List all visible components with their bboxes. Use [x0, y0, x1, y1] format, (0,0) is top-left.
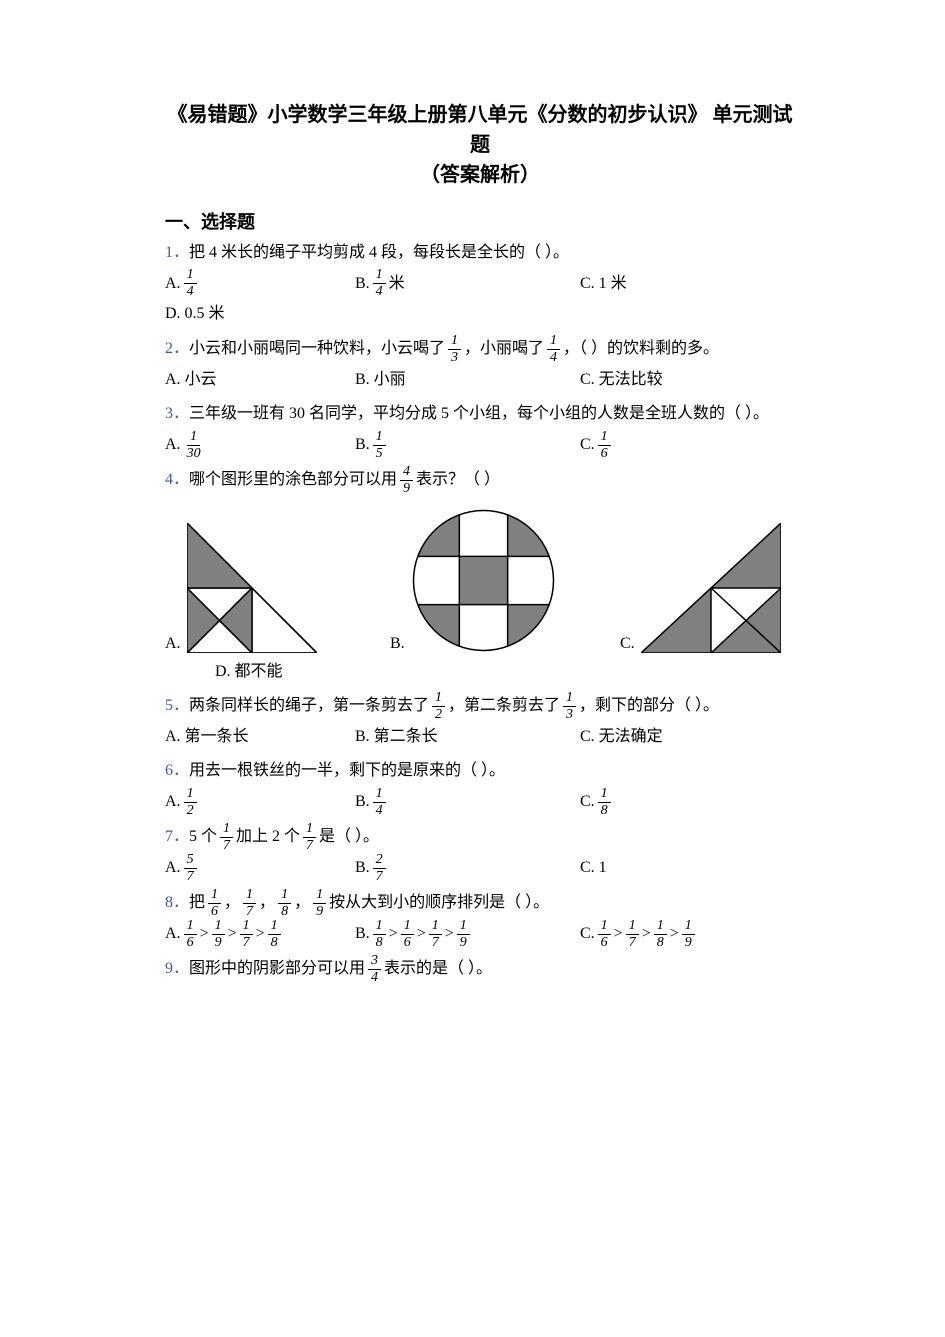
circle-grid-diagram-icon — [411, 508, 556, 653]
q7-opt-c: C. 1 — [580, 853, 607, 884]
question-8: 8． 把 16 ， 17 ， 18 ， 19 按从大到小的顺序排列是（ ）。 — [165, 888, 549, 919]
fraction-icon: 49 — [400, 465, 413, 496]
q6-opt-b: B. 14 — [355, 787, 580, 818]
section-heading-1: 一、选择题 — [165, 208, 795, 234]
q1-opt-c: C. 1 米 — [580, 268, 795, 299]
q2-opt-a: A. 小云 — [165, 365, 355, 395]
question-4: 4． 哪个图形里的涂色部分可以用 49 表示？（ ） — [165, 465, 500, 496]
fraction-icon: 14 — [547, 334, 560, 365]
fraction-icon: 13 — [448, 334, 461, 365]
q1-opt-b: B. 14 米 — [355, 268, 580, 299]
q1-opt-a: A. 14 — [165, 268, 355, 299]
qnum-5: 5． — [165, 691, 189, 721]
q6-opt-a: A. 12 — [165, 787, 355, 818]
fraction-icon: 18 — [598, 787, 611, 818]
fraction-icon: 18 — [373, 919, 386, 950]
fraction-icon: 34 — [368, 954, 381, 985]
triangle-diagram-icon — [641, 523, 781, 653]
fraction-icon: 12 — [432, 691, 445, 722]
q8-opt-a: A. 16 > 19 > 17 > 18 — [165, 919, 355, 950]
q5-options: A. 第一条长 B. 第二条长 C. 无法确定 — [165, 722, 795, 752]
q4-fig-a: A. — [165, 523, 390, 653]
question-6: 6． 用去一根铁丝的一半，剩下的是原来的（ ）。 — [165, 756, 505, 786]
fraction-icon: 17 — [220, 822, 233, 853]
fraction-icon: 17 — [243, 888, 256, 919]
qnum-1: 1． — [165, 238, 189, 268]
fraction-icon: 16 — [598, 430, 611, 461]
page-title: 《易错题》小学数学三年级上册第八单元《分数的初步认识》 单元测试题 （答案解析） — [165, 100, 795, 190]
fraction-icon: 16 — [598, 919, 611, 950]
q2-options: A. 小云 B. 小丽 C. 无法比较 — [165, 365, 795, 395]
fraction-icon: 15 — [373, 430, 386, 461]
q8-options: A. 16 > 19 > 17 > 18 B. 18 > 16 > 17 > 1… — [165, 919, 795, 950]
fraction-icon: 19 — [212, 919, 225, 950]
fraction-icon: 19 — [457, 919, 470, 950]
q3-opt-a: A. 130 — [165, 430, 355, 461]
fraction-icon: 16 — [184, 919, 197, 950]
qnum-8: 8． — [165, 888, 189, 918]
q6-options: A. 12 B. 14 C. 18 — [165, 787, 795, 818]
fraction-icon: 16 — [208, 888, 221, 919]
question-5: 5． 两条同样长的绳子，第一条剪去了 12 ，第二条剪去了 13 ，剩下的部分（… — [165, 691, 719, 722]
fraction-icon: 27 — [373, 853, 386, 884]
fraction-icon: 14 — [373, 787, 386, 818]
fraction-icon: 19 — [682, 919, 695, 950]
qnum-3: 3． — [165, 399, 189, 429]
qnum-4: 4． — [165, 465, 189, 495]
qnum-9: 9． — [165, 954, 189, 984]
question-3: 3． 三年级一班有 30 名同学，平均分成 5 个小组，每个小组的人数是全班人数… — [165, 399, 769, 429]
fraction-icon: 12 — [184, 787, 197, 818]
q4-figures: A. — [165, 508, 795, 653]
question-1: 1． 把 4 米长的绳子平均剪成 4 段，每段长是全长的（ ）。 — [165, 238, 569, 268]
q7-opt-b: B. 27 — [355, 853, 580, 884]
q3-options: A. 130 B. 15 C. 16 — [165, 430, 795, 461]
fraction-icon: 18 — [268, 919, 281, 950]
fraction-icon: 19 — [313, 888, 326, 919]
q7-options: A. 57 B. 27 C. 1 — [165, 853, 795, 884]
q1-options: A. 14 B. 14 米 C. 1 米 D. 0.5 米 — [165, 268, 795, 329]
fraction-icon: 17 — [240, 919, 253, 950]
q1-text: 把 4 米长的绳子平均剪成 4 段，每段长是全长的（ ）。 — [189, 238, 569, 268]
qnum-2: 2． — [165, 334, 189, 364]
fraction-icon: 57 — [184, 853, 197, 884]
question-9: 9． 图形中的阴影部分可以用 34 表示的是（ ）。 — [165, 954, 492, 985]
question-2: 2． 小云和小丽喝同一种饮料，小云喝了 13 ，小丽喝了 14 ，（ ）的饮料剩… — [165, 334, 719, 365]
fraction-icon: 18 — [278, 888, 291, 919]
q5-opt-b: B. 第二条长 — [355, 722, 580, 752]
title-line-1: 《易错题》小学数学三年级上册第八单元《分数的初步认识》 单元测试题 — [165, 100, 795, 160]
q2-opt-b: B. 小丽 — [355, 365, 580, 395]
title-line-2: （答案解析） — [165, 160, 795, 190]
fraction-icon: 14 — [373, 268, 386, 299]
qnum-6: 6． — [165, 756, 189, 786]
triangle-diagram-icon — [187, 523, 317, 653]
fraction-icon: 130 — [184, 430, 204, 461]
qnum-7: 7． — [165, 822, 189, 852]
page: 《易错题》小学数学三年级上册第八单元《分数的初步认识》 单元测试题 （答案解析）… — [0, 0, 945, 1337]
q8-opt-b: B. 18 > 16 > 17 > 19 — [355, 919, 580, 950]
q2-opt-c: C. 无法比较 — [580, 365, 663, 395]
q6-opt-c: C. 18 — [580, 787, 614, 818]
fraction-icon: 13 — [563, 691, 576, 722]
q8-opt-c: C. 16 > 17 > 18 > 19 — [580, 919, 698, 950]
fraction-icon: 14 — [184, 268, 197, 299]
q4-opt-d: D. 都不能 — [165, 657, 795, 687]
q5-opt-a: A. 第一条长 — [165, 722, 355, 752]
q3-opt-c: C. 16 — [580, 430, 614, 461]
fraction-icon: 16 — [401, 919, 414, 950]
question-7: 7． 5 个 17 加上 2 个 17 是（ ）。 — [165, 822, 379, 853]
q5-opt-c: C. 无法确定 — [580, 722, 663, 752]
fraction-icon: 17 — [626, 919, 639, 950]
q7-opt-a: A. 57 — [165, 853, 355, 884]
fraction-icon: 17 — [303, 822, 316, 853]
fraction-icon: 17 — [429, 919, 442, 950]
q4-fig-b: B. — [390, 508, 620, 653]
q3-opt-b: B. 15 — [355, 430, 580, 461]
q4-fig-c: C. — [620, 523, 781, 653]
q1-opt-d: D. 0.5 米 — [165, 299, 225, 329]
fraction-icon: 18 — [654, 919, 667, 950]
